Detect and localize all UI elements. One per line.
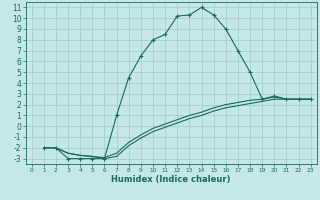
X-axis label: Humidex (Indice chaleur): Humidex (Indice chaleur) — [111, 175, 231, 184]
